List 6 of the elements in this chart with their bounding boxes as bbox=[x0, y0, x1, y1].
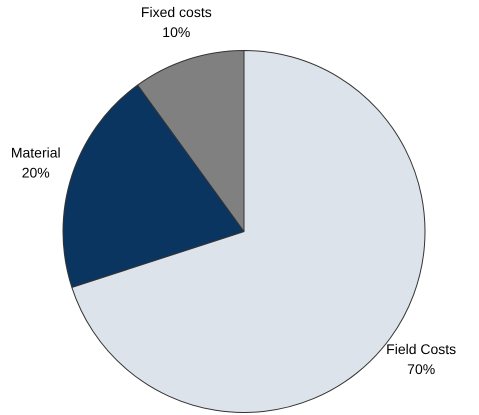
data-label: 70% bbox=[407, 361, 436, 378]
slice-label: Material bbox=[10, 144, 61, 161]
slice-label: Field Costs bbox=[386, 341, 456, 358]
data-label: 10% bbox=[162, 24, 190, 40]
slice-label: Fixed costs bbox=[140, 4, 212, 20]
data-label: 20% bbox=[22, 164, 50, 181]
